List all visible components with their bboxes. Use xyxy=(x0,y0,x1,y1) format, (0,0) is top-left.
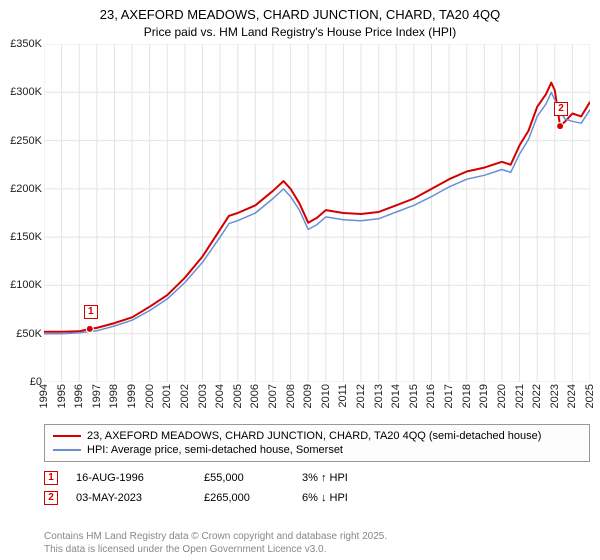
legend-swatch xyxy=(53,449,81,451)
x-tick-label: 2020 xyxy=(496,384,508,408)
x-tick-label: 2021 xyxy=(514,384,526,408)
legend-label: HPI: Average price, semi-detached house,… xyxy=(87,444,343,456)
legend-label: 23, AXEFORD MEADOWS, CHARD JUNCTION, CHA… xyxy=(87,430,541,442)
y-tick-label: £50K xyxy=(16,328,42,340)
legend-row: HPI: Average price, semi-detached house,… xyxy=(53,443,581,457)
x-tick-label: 2004 xyxy=(214,384,226,408)
footer-line1: Contains HM Land Registry data © Crown c… xyxy=(44,530,387,543)
x-tick-label: 2013 xyxy=(373,384,385,408)
x-tick-label: 1994 xyxy=(38,384,50,408)
transaction-date: 03-MAY-2023 xyxy=(76,492,186,504)
transaction-price: £265,000 xyxy=(204,492,284,504)
x-tick-label: 2001 xyxy=(161,384,173,408)
x-tick-label: 1998 xyxy=(108,384,120,408)
title-line1: 23, AXEFORD MEADOWS, CHARD JUNCTION, CHA… xyxy=(0,6,600,24)
y-tick-label: £100K xyxy=(10,279,42,291)
transaction-rows: 1 16-AUG-1996 £55,000 3% ↑ HPI 2 03-MAY-2023 £… xyxy=(44,468,590,508)
x-tick-label: 2006 xyxy=(249,384,261,408)
x-tick-label: 2017 xyxy=(443,384,455,408)
x-tick-label: 2005 xyxy=(232,384,244,408)
x-tick-label: 2010 xyxy=(320,384,332,408)
x-tick-label: 2018 xyxy=(461,384,473,408)
x-tick-label: 2011 xyxy=(337,384,349,408)
legend-swatch xyxy=(53,435,81,437)
plot-area: 12 xyxy=(44,44,590,382)
y-tick-label: £300K xyxy=(10,86,42,98)
chart-marker-1: 1 xyxy=(84,305,98,319)
footer-line2: This data is licensed under the Open Gov… xyxy=(44,543,387,556)
transaction-marker: 2 xyxy=(44,491,58,505)
chart-title: 23, AXEFORD MEADOWS, CHARD JUNCTION, CHA… xyxy=(0,0,600,41)
y-tick-label: £200K xyxy=(10,183,42,195)
x-tick-label: 2008 xyxy=(285,384,297,408)
x-tick-label: 2000 xyxy=(144,384,156,408)
x-tick-label: 1999 xyxy=(126,384,138,408)
legend-box: 23, AXEFORD MEADOWS, CHARD JUNCTION, CHA… xyxy=(44,424,590,462)
x-axis-labels: 1994199519961997199819992000200120022003… xyxy=(44,384,590,422)
x-tick-label: 2025 xyxy=(584,384,596,408)
x-tick-label: 2019 xyxy=(478,384,490,408)
x-tick-label: 1995 xyxy=(56,384,68,408)
transaction-delta: 3% ↑ HPI xyxy=(302,472,348,484)
x-tick-label: 2009 xyxy=(302,384,314,408)
transaction-price: £55,000 xyxy=(204,472,284,484)
transaction-row: 1 16-AUG-1996 £55,000 3% ↑ HPI xyxy=(44,468,590,488)
chart-area: £0£50K£100K£150K£200K£250K£300K£350K 12 … xyxy=(0,44,600,422)
x-tick-label: 2002 xyxy=(179,384,191,408)
y-axis-labels: £0£50K£100K£150K£200K£250K£300K£350K xyxy=(0,44,44,422)
x-tick-label: 2016 xyxy=(425,384,437,408)
x-tick-label: 2024 xyxy=(566,384,578,408)
x-tick-label: 2014 xyxy=(390,384,402,408)
legend-panel: 23, AXEFORD MEADOWS, CHARD JUNCTION, CHA… xyxy=(44,424,590,508)
x-tick-label: 2022 xyxy=(531,384,543,408)
x-tick-label: 2023 xyxy=(549,384,561,408)
x-tick-label: 1997 xyxy=(91,384,103,408)
y-tick-label: £250K xyxy=(10,135,42,147)
transaction-date: 16-AUG-1996 xyxy=(76,472,186,484)
x-tick-label: 2003 xyxy=(197,384,209,408)
x-tick-label: 2015 xyxy=(408,384,420,408)
y-tick-label: £350K xyxy=(10,38,42,50)
transaction-row: 2 03-MAY-2023 £265,000 6% ↓ HPI xyxy=(44,488,590,508)
x-tick-label: 2012 xyxy=(355,384,367,408)
x-tick-label: 2007 xyxy=(267,384,279,408)
x-tick-label: 1996 xyxy=(73,384,85,408)
footer-attribution: Contains HM Land Registry data © Crown c… xyxy=(44,530,387,556)
y-tick-label: £150K xyxy=(10,231,42,243)
legend-row: 23, AXEFORD MEADOWS, CHARD JUNCTION, CHA… xyxy=(53,429,581,443)
transaction-marker: 1 xyxy=(44,471,58,485)
chart-marker-2: 2 xyxy=(554,102,568,116)
transaction-delta: 6% ↓ HPI xyxy=(302,492,348,504)
title-line2: Price paid vs. HM Land Registry's House … xyxy=(0,24,600,41)
